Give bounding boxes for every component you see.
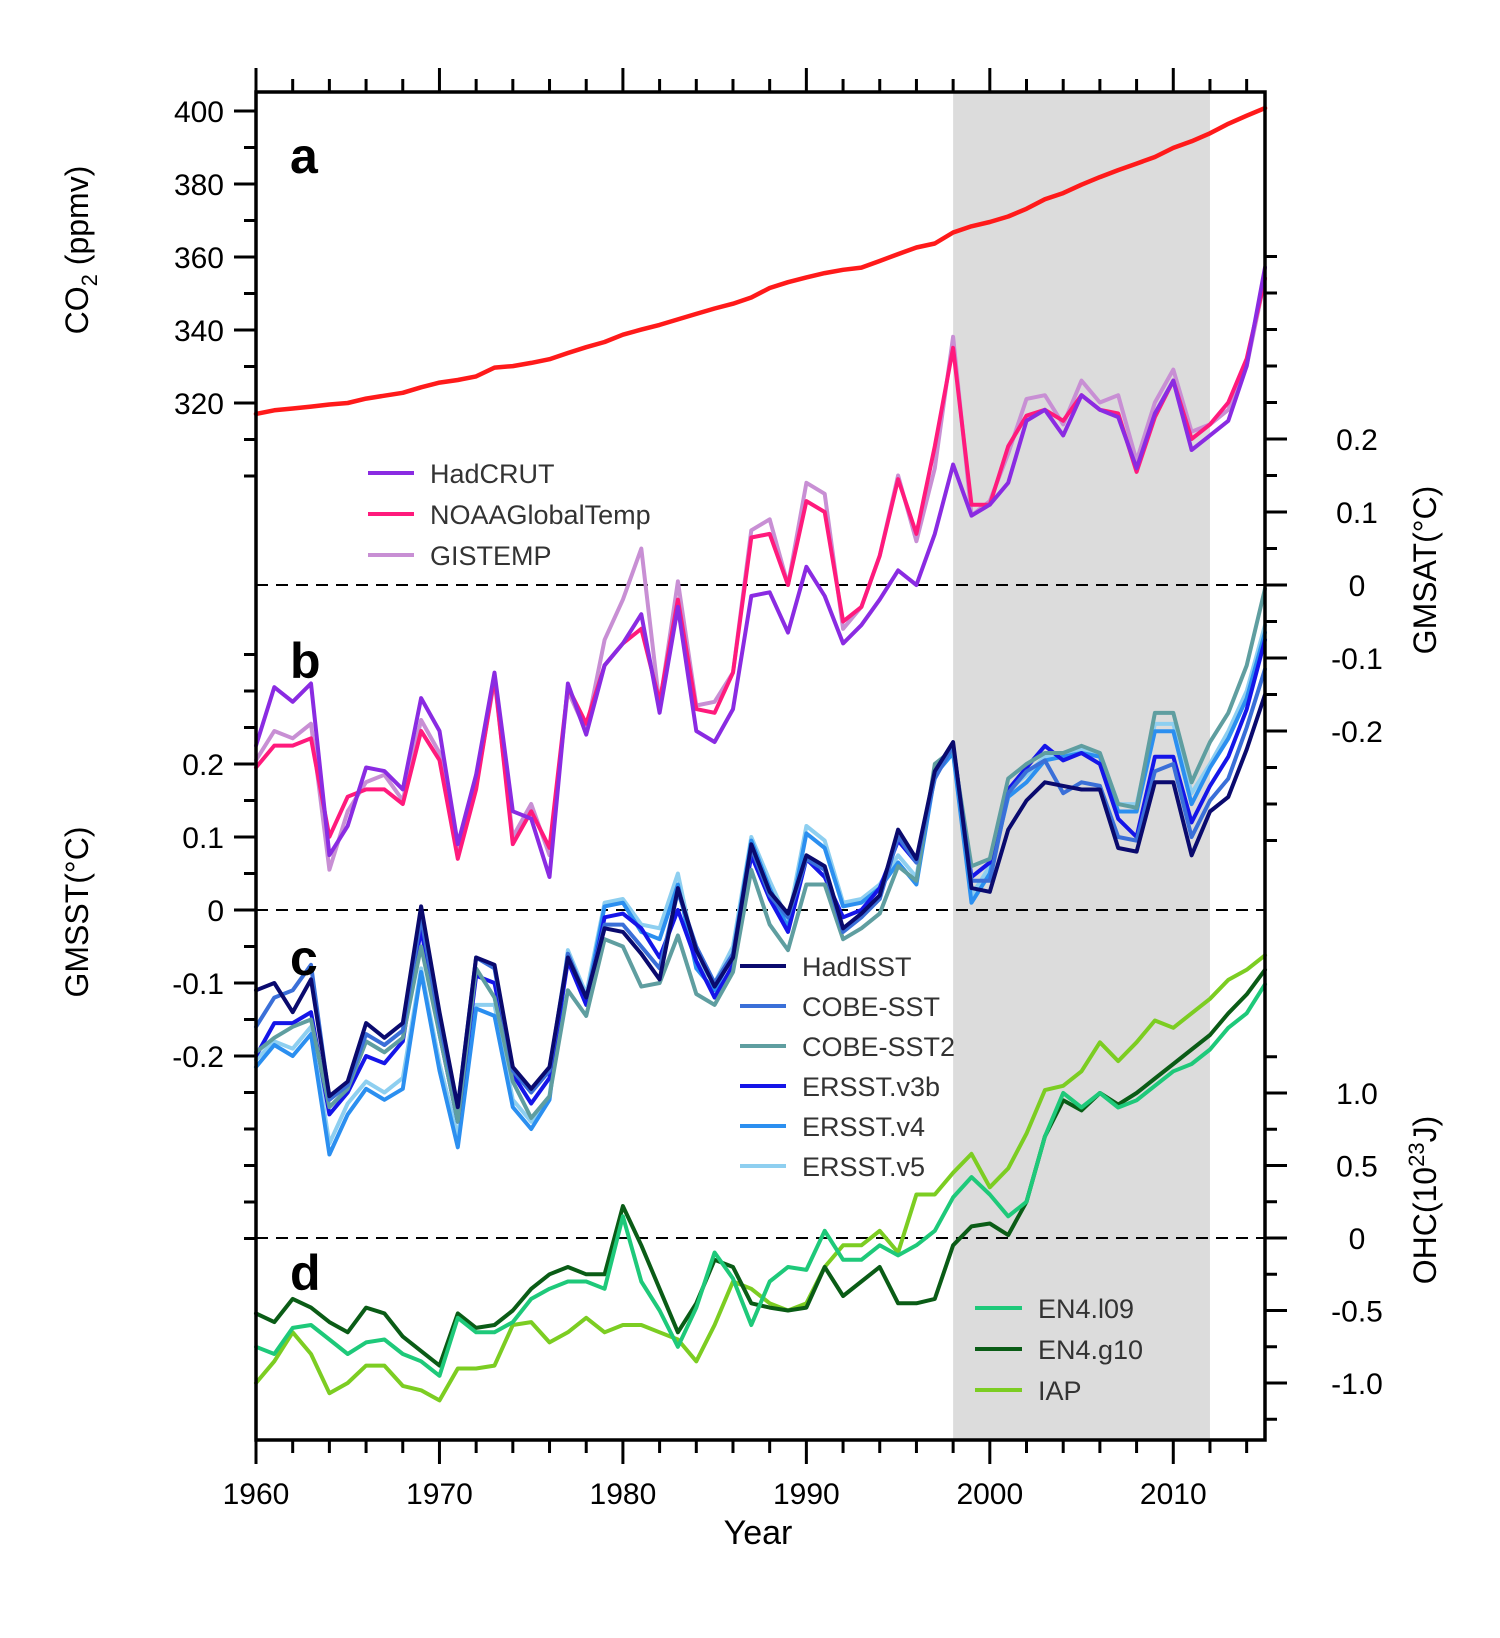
panel-label-b: b [290, 633, 321, 689]
series-line-en4-l09 [254, 982, 1267, 1378]
y-tick-label-b: -0.1 [1331, 643, 1383, 676]
x-tick-label: 1990 [773, 1478, 840, 1511]
gmsst-axis-title: GMSST(°C) [59, 827, 95, 998]
series-line-hadcrut [254, 265, 1267, 879]
series-layer [253, 105, 1268, 1403]
series-line-cobe-sst2 [254, 586, 1267, 1124]
legend-label-en4-l09: EN4.l09 [1038, 1294, 1134, 1324]
ohc-axis-title: OHC(1023J) [1404, 1116, 1443, 1285]
y-tick-label-b: 0.2 [1336, 424, 1378, 457]
y-tick-label-b: -0.2 [1331, 716, 1383, 749]
y-tick-label-d: 1.0 [1336, 1078, 1378, 1111]
legend-ohc: EN4.l09 EN4.g10 IAP [975, 1294, 1143, 1406]
y-tick-label-d: 0 [1349, 1223, 1366, 1256]
legend-label-en4-g10: EN4.g10 [1038, 1335, 1143, 1365]
panel-label-a: a [290, 128, 319, 184]
y-tick-label-c: 0 [207, 895, 224, 928]
labels-layer: 1960 1970 1980 1990 2000 2010 320 340 360 380 400 -… [172, 96, 1383, 1511]
legend-label-ersst-v4: ERSST.v4 [802, 1112, 925, 1142]
co2-axis-title: CO2 (ppmv) [59, 166, 102, 335]
legend-label-noaaglobaltemp: NOAAGlobalTemp [430, 500, 651, 530]
legend-gmsst: HadISST COBE-SST COBE-SST2 ERSST.v3b ERS… [740, 952, 955, 1182]
x-tick-label: 2000 [956, 1478, 1023, 1511]
panel-label-c: c [290, 930, 318, 986]
y-tick-label-c: 0.1 [182, 822, 224, 855]
panel-label-d: d [290, 1245, 321, 1301]
y-tick-label-c: -0.2 [172, 1041, 224, 1074]
series-line-hadisst [254, 692, 1267, 1110]
y-tick-label-d: 0.5 [1336, 1151, 1378, 1184]
y-tick-label-a: 360 [174, 242, 224, 275]
gmsat-axis-title: GMSAT(°C) [1407, 486, 1443, 655]
x-tick-label: 2010 [1140, 1478, 1207, 1511]
legend-label-cobe-sst2: COBE-SST2 [802, 1032, 955, 1062]
y-tick-label-a: 400 [174, 96, 224, 129]
x-tick-label: 1960 [223, 1478, 290, 1511]
x-axis-title: Year [724, 1514, 793, 1552]
legend-label-hadisst: HadISST [802, 952, 912, 982]
legend-gmsat: HadCRUT NOAAGlobalTemp GISTEMP [368, 459, 651, 571]
series-line-co2 [253, 105, 1268, 417]
legend-label-ersst-v5: ERSST.v5 [802, 1152, 925, 1182]
y-tick-label-a: 340 [174, 315, 224, 348]
y-tick-label-a: 320 [174, 388, 224, 421]
y-tick-label-d: -0.5 [1331, 1296, 1383, 1329]
legend-label-cobe-sst: COBE-SST [802, 992, 940, 1022]
legend-label-hadcrut: HadCRUT [430, 459, 555, 489]
y-tick-label-b: 0.1 [1336, 497, 1378, 530]
y-tick-label-b: 0 [1349, 570, 1366, 603]
legend-label-ersst-v3b: ERSST.v3b [802, 1072, 940, 1102]
y-tick-label-c: 0.2 [182, 749, 224, 782]
legend-label-iap: IAP [1038, 1376, 1082, 1406]
series-line-iap [254, 953, 1267, 1403]
y-tick-label-a: 380 [174, 169, 224, 202]
ticks-layer [234, 68, 1287, 1464]
y-tick-label-c: -0.1 [172, 968, 224, 1001]
legend-label-gistemp: GISTEMP [430, 541, 552, 571]
zero-lines [256, 584, 1265, 1239]
x-tick-label: 1970 [406, 1478, 473, 1511]
y-tick-label-d: -1.0 [1331, 1368, 1383, 1401]
series-line-gistemp [254, 276, 1267, 872]
x-tick-label: 1980 [590, 1478, 657, 1511]
